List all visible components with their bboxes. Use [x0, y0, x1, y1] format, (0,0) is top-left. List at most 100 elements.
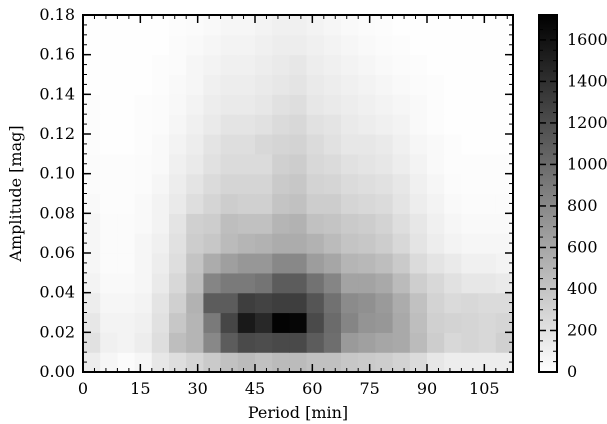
- heatmap-cell: [83, 15, 101, 36]
- y-tick-label: 0.02: [39, 322, 75, 341]
- heatmap-cell: [375, 332, 394, 353]
- heatmap-cell: [289, 54, 308, 76]
- heatmap-cell: [169, 134, 187, 155]
- heatmap-cell: [478, 193, 497, 214]
- heatmap-cell: [255, 54, 273, 76]
- heatmap-cell: [495, 352, 514, 373]
- x-tick-label: 60: [302, 379, 322, 398]
- heatmap-cell: [255, 74, 273, 95]
- heatmap-cell: [186, 153, 204, 175]
- heatmap-cell: [186, 15, 204, 36]
- heatmap-cell: [444, 15, 462, 36]
- heatmap-cell: [220, 213, 239, 234]
- heatmap-cell: [375, 54, 394, 76]
- heatmap-cell: [237, 332, 256, 353]
- heatmap-cell: [237, 54, 256, 76]
- colorbar-axis: 0 200 400 600 800 1000 1200 1400 1600: [539, 18, 607, 381]
- heatmap-cell: [289, 134, 308, 155]
- heatmap-cell: [478, 173, 497, 195]
- heatmap-cell: [134, 352, 153, 373]
- heatmap-cell: [237, 94, 256, 115]
- heatmap-cell: [409, 74, 428, 95]
- heatmap-cell: [444, 292, 462, 314]
- heatmap-cell: [272, 292, 290, 314]
- heatmap-cell: [255, 15, 273, 36]
- heatmap-cell: [444, 253, 462, 274]
- heatmap-cell: [255, 114, 273, 135]
- y-tick-label: 0.06: [39, 243, 75, 262]
- heatmap-cell: [427, 54, 445, 76]
- heatmap-cell: [203, 173, 222, 195]
- heatmap-cell: [495, 173, 514, 195]
- heatmap-cell: [100, 213, 118, 234]
- heatmap-cell: [100, 292, 118, 314]
- heatmap-cell: [237, 233, 256, 254]
- heatmap-cell: [134, 34, 153, 56]
- heatmap-cell: [392, 15, 411, 36]
- heatmap-cell: [375, 233, 394, 254]
- heatmap-cell: [203, 134, 222, 155]
- heatmap-cell: [358, 173, 376, 195]
- heatmap-cell: [375, 193, 394, 214]
- heatmap-cell: [117, 253, 136, 274]
- heatmap-cell: [237, 312, 256, 333]
- heatmap-cell: [375, 292, 394, 314]
- heatmap-cell: [444, 173, 462, 195]
- heatmap-cell: [83, 153, 101, 175]
- heatmap-cell: [392, 153, 411, 175]
- heatmap-cell: [306, 193, 325, 214]
- heatmap-cell: [427, 233, 445, 254]
- heatmap-cell: [83, 94, 101, 115]
- heatmap-cell: [134, 94, 153, 115]
- heatmap-cell: [323, 193, 342, 214]
- colorbar-tick-label: 1600: [567, 30, 607, 49]
- y-tick-label: 0.18: [39, 5, 75, 24]
- heatmap-cell: [409, 54, 428, 76]
- heatmap-cell: [306, 233, 325, 254]
- heatmap-cell: [375, 312, 394, 333]
- heatmap-cell: [237, 173, 256, 195]
- heatmap-cell: [358, 134, 376, 155]
- heatmap-cell: [134, 134, 153, 155]
- heatmap-cell: [255, 292, 273, 314]
- heatmap-cell: [375, 272, 394, 294]
- heatmap-cell: [358, 153, 376, 175]
- heatmap-cell: [255, 213, 273, 234]
- heatmap-cell: [495, 15, 514, 36]
- heatmap-cell: [392, 292, 411, 314]
- heatmap-cell: [392, 34, 411, 56]
- heatmap-cell: [83, 173, 101, 195]
- heatmap-cell: [237, 272, 256, 294]
- heatmap-cell: [100, 134, 118, 155]
- heatmap-cell: [272, 34, 290, 56]
- heatmap-cell: [83, 74, 101, 95]
- heatmap-cell: [495, 54, 514, 76]
- heatmap-cell: [151, 272, 170, 294]
- heatmap-cell: [237, 74, 256, 95]
- heatmap-cell: [272, 173, 290, 195]
- heatmap-cell: [495, 134, 514, 155]
- heatmap-cell: [203, 34, 222, 56]
- heatmap-cell: [495, 312, 514, 333]
- heatmap-cell: [83, 34, 101, 56]
- heatmap-cell: [151, 193, 170, 214]
- heatmap-cell: [495, 34, 514, 56]
- heatmap-cell: [495, 292, 514, 314]
- heatmap-cell: [461, 193, 480, 214]
- heatmap-cell: [169, 74, 187, 95]
- heatmap-cell: [358, 213, 376, 234]
- heatmap-cell: [306, 54, 325, 76]
- heatmap-cell: [461, 233, 480, 254]
- heatmap-cell: [461, 74, 480, 95]
- heatmap-cell: [289, 173, 308, 195]
- y-tick-label: 0.16: [39, 45, 75, 64]
- heatmap-cell: [409, 292, 428, 314]
- heatmap-cell: [375, 74, 394, 95]
- heatmap-cell: [495, 114, 514, 135]
- heatmap-cell: [427, 15, 445, 36]
- heatmap-cell: [306, 253, 325, 274]
- heatmap-cell: [220, 134, 239, 155]
- heatmap-cell: [409, 94, 428, 115]
- heatmap-cell: [117, 173, 136, 195]
- heatmap-cell: [134, 114, 153, 135]
